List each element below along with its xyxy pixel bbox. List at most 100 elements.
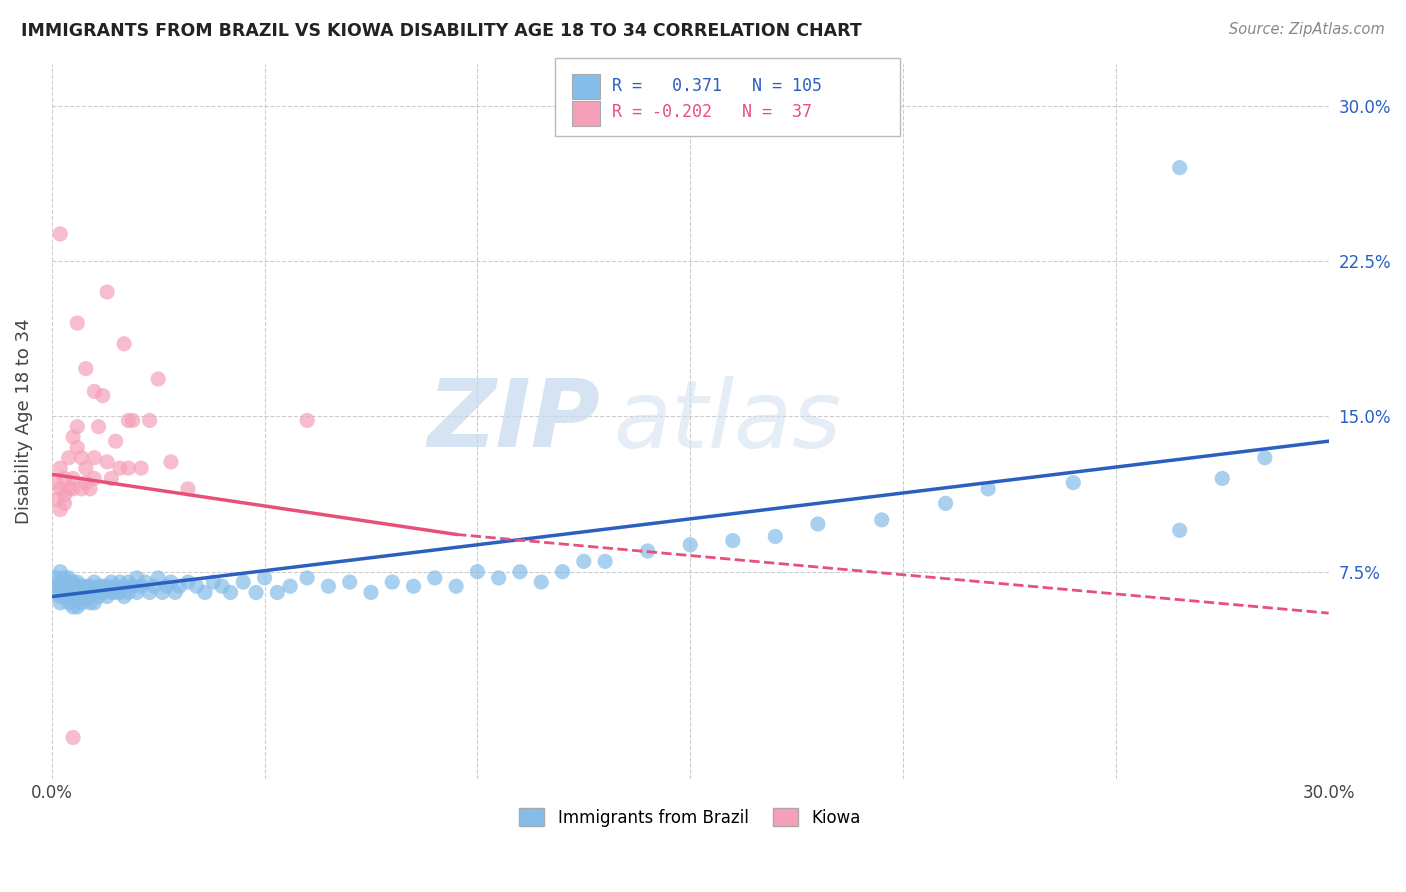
- Point: [104, 434, 127, 449]
- Point: [807, 517, 830, 532]
- Point: [79, 596, 101, 610]
- Point: [935, 496, 957, 510]
- Point: [75, 475, 97, 490]
- Point: [169, 579, 191, 593]
- Point: [83, 575, 105, 590]
- Point: [75, 361, 97, 376]
- Point: [1168, 161, 1191, 175]
- Point: [117, 575, 139, 590]
- Point: [100, 585, 122, 599]
- Point: [679, 538, 702, 552]
- Text: Source: ZipAtlas.com: Source: ZipAtlas.com: [1229, 22, 1385, 37]
- Point: [45, 475, 67, 490]
- Point: [49, 579, 72, 593]
- Point: [83, 596, 105, 610]
- Point: [62, 585, 84, 599]
- Point: [381, 575, 404, 590]
- Point: [444, 579, 467, 593]
- Point: [62, 471, 84, 485]
- Point: [593, 554, 616, 568]
- Point: [70, 450, 93, 465]
- Point: [278, 579, 301, 593]
- Point: [83, 384, 105, 399]
- Point: [125, 585, 148, 599]
- Text: ZIP: ZIP: [427, 376, 600, 467]
- Point: [66, 585, 89, 599]
- Point: [75, 461, 97, 475]
- Point: [87, 590, 110, 604]
- Point: [108, 461, 131, 475]
- Point: [146, 571, 169, 585]
- Text: IMMIGRANTS FROM BRAZIL VS KIOWA DISABILITY AGE 18 TO 34 CORRELATION CHART: IMMIGRANTS FROM BRAZIL VS KIOWA DISABILI…: [21, 22, 862, 40]
- Point: [160, 455, 183, 469]
- Point: [219, 585, 242, 599]
- Point: [53, 575, 76, 590]
- Point: [45, 579, 67, 593]
- Point: [62, 575, 84, 590]
- Point: [117, 461, 139, 475]
- Point: [117, 585, 139, 599]
- Point: [75, 585, 97, 599]
- Point: [977, 482, 1000, 496]
- Point: [83, 585, 105, 599]
- Point: [91, 388, 114, 402]
- Point: [58, 450, 80, 465]
- Point: [870, 513, 893, 527]
- Point: [75, 591, 97, 606]
- Point: [75, 579, 97, 593]
- Point: [318, 579, 340, 593]
- Point: [58, 579, 80, 593]
- Point: [572, 554, 595, 568]
- Point: [79, 482, 101, 496]
- Point: [53, 488, 76, 502]
- Point: [53, 471, 76, 485]
- Point: [194, 585, 217, 599]
- Point: [112, 590, 135, 604]
- Point: [66, 575, 89, 590]
- Point: [146, 372, 169, 386]
- Point: [58, 482, 80, 496]
- Point: [295, 571, 318, 585]
- Point: [165, 585, 187, 599]
- Point: [121, 579, 143, 593]
- Point: [96, 579, 118, 593]
- Point: [66, 441, 89, 455]
- Point: [211, 579, 233, 593]
- Point: [104, 579, 127, 593]
- Point: [152, 585, 174, 599]
- Point: [108, 575, 131, 590]
- Point: [177, 575, 200, 590]
- Point: [402, 579, 425, 593]
- Point: [87, 579, 110, 593]
- Point: [62, 579, 84, 593]
- Text: R =   0.371   N = 105: R = 0.371 N = 105: [612, 77, 821, 95]
- Point: [295, 413, 318, 427]
- Point: [70, 596, 93, 610]
- Point: [142, 579, 165, 593]
- Point: [1211, 471, 1233, 485]
- Point: [58, 571, 80, 585]
- Point: [49, 461, 72, 475]
- Point: [91, 585, 114, 599]
- Point: [62, 731, 84, 745]
- Point: [53, 496, 76, 510]
- Point: [253, 571, 276, 585]
- Point: [66, 419, 89, 434]
- Point: [83, 471, 105, 485]
- Point: [96, 285, 118, 299]
- Point: [360, 585, 382, 599]
- Point: [49, 565, 72, 579]
- Point: [53, 590, 76, 604]
- Point: [45, 492, 67, 507]
- Point: [156, 579, 179, 593]
- Point: [129, 461, 152, 475]
- Point: [70, 579, 93, 593]
- Point: [53, 579, 76, 593]
- Point: [763, 529, 786, 543]
- Point: [121, 413, 143, 427]
- Point: [49, 596, 72, 610]
- Point: [104, 585, 127, 599]
- Point: [45, 585, 67, 599]
- Point: [186, 579, 208, 593]
- Point: [112, 579, 135, 593]
